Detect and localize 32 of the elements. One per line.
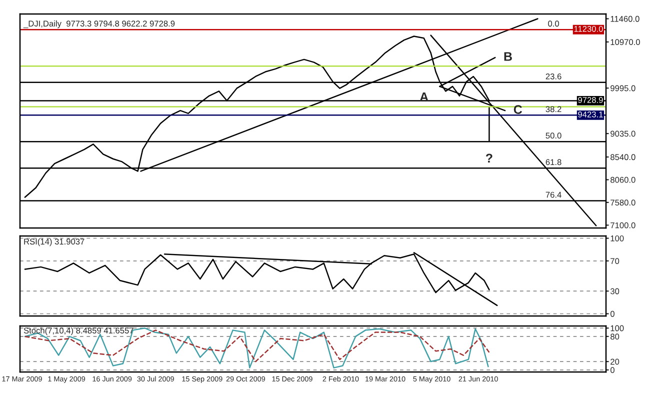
annotation: 23.6 (546, 73, 562, 80)
ref-line-label: 11230.0 (574, 26, 603, 32)
y-tick-label: 100 (610, 235, 624, 242)
annotation: C (514, 105, 522, 114)
y-tick-label: 80 (610, 334, 620, 340)
y-tick-label: 11460.0 (610, 16, 640, 22)
y-tick-label: 7100.0 (610, 222, 636, 228)
y-tick-label: 8540.0 (610, 154, 636, 160)
annotation: Stoch(7,10,4) 8.4859 41.6557 (24, 327, 134, 336)
annotation: A (420, 92, 428, 102)
y-tick-label: 70 (610, 258, 620, 264)
annotation: _DJI,Daily 9773.3 9794.8 9622.2 9728.9 (23, 20, 175, 28)
y-tick-label: 0 (610, 310, 614, 317)
annotation: B (504, 52, 512, 61)
y-tick-label: 0 (610, 367, 614, 374)
annotation: RSI(14) 31.9037 (24, 238, 84, 246)
ref-line-label: 9728.9 (578, 97, 603, 103)
y-tick-label: 7580.0 (610, 200, 636, 206)
annotation: 38.2 (546, 106, 562, 112)
ref-line-label: 9423.1 (578, 112, 603, 118)
y-tick-label: 100 (610, 325, 624, 332)
annotation: 50.0 (546, 132, 562, 139)
annotation: 0.0 (548, 20, 560, 27)
y-tick-label: 9995.0 (610, 85, 636, 92)
annotation: 61.8 (546, 159, 562, 166)
y-tick-label: 30 (610, 288, 620, 294)
y-tick-label: 10970.0 (610, 39, 640, 46)
y-tick-label: 20 (610, 358, 620, 365)
annotation: 76.4 (546, 192, 562, 198)
annotation: ? (486, 154, 492, 162)
y-tick-label: 9035.0 (610, 130, 636, 137)
y-tick-label: 8060.0 (610, 176, 636, 183)
